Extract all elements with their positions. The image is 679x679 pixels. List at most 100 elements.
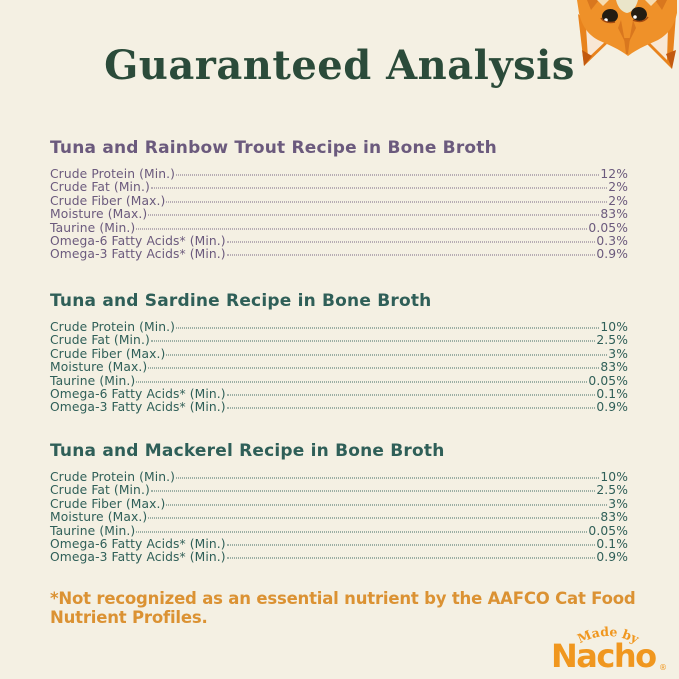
nutrient-value: 0.9%: [596, 247, 628, 262]
nutrient-value: 0.05%: [588, 373, 628, 388]
nutrient-value: 83%: [600, 360, 628, 375]
nutrient-row: Omega-6 Fatty Acids* (Min.) 0.1%: [50, 386, 628, 401]
nutrient-label: Crude Protein (Min.): [50, 470, 176, 484]
nutrient-label: Moisture (Max.): [50, 207, 148, 222]
nutrient-label: Taurine (Min.): [50, 523, 136, 538]
nutrient-value: 2.5%: [596, 333, 628, 348]
nutrient-value: 83%: [600, 207, 628, 222]
nutrient-row: Crude Fat (Min.) 2.5%: [50, 333, 628, 348]
nutrient-row: Crude Fiber (Max.) 3%: [50, 346, 628, 361]
nutrient-value: 2.5%: [596, 483, 628, 498]
nutrient-value: 0.1%: [596, 386, 628, 401]
nutrient-row: Omega-6 Fatty Acids* (Min.) 0.1%: [50, 536, 628, 551]
nutrient-row: Crude Fiber (Max.) 3%: [50, 496, 628, 511]
dotted-leader: [166, 354, 608, 356]
recipe-section-sardine: Tuna and Sardine Recipe in Bone Broth Cr…: [50, 291, 628, 414]
nutrient-value: 0.1%: [596, 536, 628, 551]
nutrient-row: Omega-6 Fatty Acids* (Min.) 0.3%: [50, 233, 628, 248]
nutrient-label: Crude Fat (Min.): [50, 483, 150, 498]
page-title: Guaranteed Analysis: [104, 42, 575, 89]
dotted-leader: [226, 241, 596, 243]
nutrient-value: 0.9%: [596, 550, 628, 565]
nutrient-row: Crude Protein (Min.) 10%: [50, 320, 628, 334]
dotted-leader: [226, 557, 596, 559]
dotted-leader: [226, 407, 596, 409]
dotted-leader: [148, 367, 600, 369]
dotted-leader: [148, 214, 600, 216]
nutrient-row: Taurine (Min.) 0.05%: [50, 523, 628, 538]
nutrient-row: Crude Protein (Min.) 12%: [50, 167, 628, 181]
nutrient-row: Omega-3 Fatty Acids* (Min.) 0.9%: [50, 400, 628, 415]
nutrient-label: Crude Fiber (Max.): [50, 193, 166, 208]
dotted-leader: [226, 544, 596, 546]
dotted-leader: [136, 381, 588, 383]
recipe-section-mackerel: Tuna and Mackerel Recipe in Bone Broth C…: [50, 441, 628, 564]
nutrient-row: Taurine (Min.) 0.05%: [50, 373, 628, 388]
made-by-nacho-logo: Made by Nacho ®: [548, 622, 668, 672]
nutrient-label: Omega-3 Fatty Acids* (Min.): [50, 400, 226, 415]
nacho-brand-icon: Made by Nacho ®: [551, 624, 667, 672]
dotted-leader: [150, 187, 608, 189]
registered-mark: ®: [659, 663, 667, 672]
nutrient-row: Crude Protein (Min.) 10%: [50, 470, 628, 484]
nutrient-value: 2%: [608, 193, 628, 208]
nutrient-row: Taurine (Min.) 0.05%: [50, 220, 628, 235]
cat-face-icon: [577, 0, 677, 69]
nutrient-value: 0.9%: [596, 400, 628, 415]
nutrient-value: 12%: [600, 167, 628, 181]
nutrient-label: Omega-6 Fatty Acids* (Min.): [50, 233, 226, 248]
nutrient-value: 2%: [608, 180, 628, 195]
nutrient-label: Omega-6 Fatty Acids* (Min.): [50, 386, 226, 401]
nutrient-value: 10%: [600, 320, 628, 334]
nutrient-row: Crude Fat (Min.) 2.5%: [50, 483, 628, 498]
recipe-section-rainbow-trout: Tuna and Rainbow Trout Recipe in Bone Br…: [50, 138, 628, 261]
dotted-leader: [136, 531, 588, 533]
dotted-leader: [176, 174, 600, 176]
nutrient-row: Moisture (Max.) 83%: [50, 207, 628, 222]
nutrient-value: 0.05%: [588, 523, 628, 538]
nutrient-label: Crude Protein (Min.): [50, 167, 176, 181]
nutrient-row: Moisture (Max.) 83%: [50, 510, 628, 525]
dotted-leader: [226, 394, 596, 396]
brand-name-text: Nacho: [551, 637, 656, 672]
nutrient-row: Omega-3 Fatty Acids* (Min.) 0.9%: [50, 247, 628, 262]
nutrient-label: Crude Protein (Min.): [50, 320, 176, 334]
dotted-leader: [176, 477, 600, 479]
nutrient-label: Taurine (Min.): [50, 373, 136, 388]
nutrient-label: Omega-6 Fatty Acids* (Min.): [50, 536, 226, 551]
dotted-leader: [166, 504, 608, 506]
nutrient-value: 83%: [600, 510, 628, 525]
nutrient-row: Moisture (Max.) 83%: [50, 360, 628, 375]
nutrient-value: 10%: [600, 470, 628, 484]
dotted-leader: [148, 517, 600, 519]
dotted-leader: [150, 340, 596, 342]
dotted-leader: [166, 201, 608, 203]
recipe-heading: Tuna and Sardine Recipe in Bone Broth: [50, 291, 432, 311]
nutrient-label: Omega-3 Fatty Acids* (Min.): [50, 550, 226, 565]
svg-text:Made by: Made by: [575, 624, 642, 647]
aafco-footnote: *Not recognized as an essential nutrient…: [50, 589, 636, 627]
nutrient-value: 3%: [608, 346, 628, 361]
dotted-leader: [136, 228, 588, 230]
nutrient-value: 0.05%: [588, 220, 628, 235]
dotted-leader: [176, 327, 600, 329]
nutrient-row: Crude Fiber (Max.) 2%: [50, 193, 628, 208]
recipe-heading: Tuna and Mackerel Recipe in Bone Broth: [50, 441, 445, 461]
nutrient-row: Omega-3 Fatty Acids* (Min.) 0.9%: [50, 550, 628, 565]
recipe-heading: Tuna and Rainbow Trout Recipe in Bone Br…: [50, 138, 497, 158]
nutrient-label: Crude Fat (Min.): [50, 180, 150, 195]
dotted-leader: [150, 490, 596, 492]
nutrient-value: 0.3%: [596, 233, 628, 248]
nutrient-label: Crude Fiber (Max.): [50, 496, 166, 511]
made-by-text: Made by: [575, 624, 642, 647]
nutrient-label: Crude Fiber (Max.): [50, 346, 166, 361]
nutrient-value: 3%: [608, 496, 628, 511]
nutrient-label: Omega-3 Fatty Acids* (Min.): [50, 247, 226, 262]
nutrient-label: Crude Fat (Min.): [50, 333, 150, 348]
nutrient-label: Moisture (Max.): [50, 360, 148, 375]
nutrient-row: Crude Fat (Min.) 2%: [50, 180, 628, 195]
nutrient-label: Moisture (Max.): [50, 510, 148, 525]
dotted-leader: [226, 254, 596, 256]
nutrient-label: Taurine (Min.): [50, 220, 136, 235]
